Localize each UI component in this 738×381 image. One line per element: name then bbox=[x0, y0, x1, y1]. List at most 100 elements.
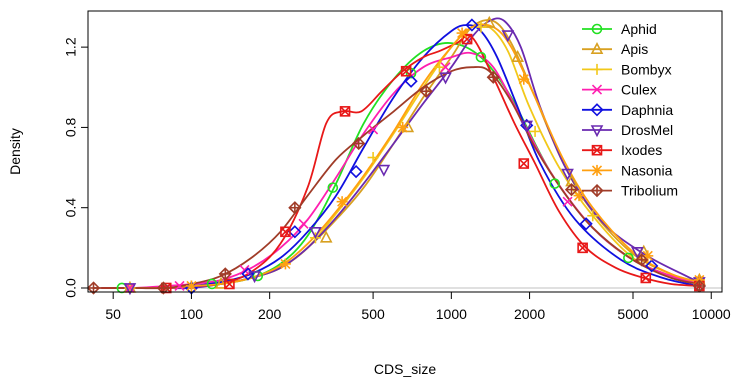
data-point-tribolium bbox=[419, 84, 433, 98]
data-point-bombyx bbox=[475, 21, 487, 33]
data-point-ixodes bbox=[400, 65, 412, 77]
data-point-tribolium bbox=[218, 267, 232, 281]
data-point-apis bbox=[214, 276, 228, 289]
data-point-ixodes bbox=[224, 278, 235, 290]
data-point-culex bbox=[440, 62, 451, 73]
data-point-ixodes bbox=[640, 272, 652, 284]
legend-item-drosmel: DrosMel bbox=[582, 122, 673, 138]
series-layer bbox=[93, 17, 700, 290]
legend-label: DrosMel bbox=[621, 122, 673, 138]
data-point-drosmel bbox=[561, 168, 574, 181]
data-point-nasonia bbox=[185, 280, 197, 292]
data-point-daphnia bbox=[465, 18, 479, 32]
legend-item-daphnia: Daphnia bbox=[582, 102, 673, 118]
data-point-nasonia bbox=[518, 73, 530, 85]
data-point-drosmel bbox=[123, 283, 137, 296]
legend-item-culex: Culex bbox=[582, 82, 657, 98]
data-point-culex bbox=[298, 218, 309, 229]
legend-marker bbox=[591, 84, 603, 95]
data-point-nasonia bbox=[279, 258, 291, 270]
data-point-bombyx bbox=[433, 61, 445, 73]
data-point-culex bbox=[174, 280, 185, 292]
x-tick-label: 50 bbox=[105, 306, 121, 322]
legend-marker bbox=[590, 125, 604, 138]
data-point-daphnia bbox=[404, 74, 418, 88]
legend-label: Nasonia bbox=[621, 162, 673, 178]
legend-item-aphid: Aphid bbox=[582, 21, 657, 37]
data-point-tribolium bbox=[288, 201, 302, 215]
legend-item-nasonia: Nasonia bbox=[582, 162, 673, 178]
data-point-ixodes bbox=[280, 226, 291, 238]
series-line-tribolium bbox=[93, 66, 700, 290]
series-line-ixodes bbox=[101, 34, 700, 290]
legend-marker bbox=[590, 183, 604, 198]
data-point-apis bbox=[482, 15, 496, 28]
x-tick-label: 100 bbox=[180, 306, 204, 322]
legend-label: Ixodes bbox=[621, 142, 662, 158]
data-point-nasonia bbox=[573, 190, 585, 202]
y-tick-label: 0.4 bbox=[63, 198, 79, 218]
legend-item-ixodes: Ixodes bbox=[582, 142, 662, 158]
x-axis: 50 100 200 500 1000 2000 5000 10000 bbox=[105, 292, 731, 322]
data-point-daphnia bbox=[288, 225, 302, 239]
data-point-nasonia bbox=[456, 27, 468, 39]
y-tick-label: 0.0 bbox=[63, 278, 79, 298]
data-point-drosmel bbox=[248, 271, 261, 284]
legend-marker bbox=[590, 103, 604, 117]
data-point-ixodes bbox=[339, 106, 351, 117]
data-point-bombyx bbox=[529, 125, 541, 137]
x-tick-label: 2000 bbox=[514, 306, 545, 322]
legend-item-tribolium: Tribolium bbox=[582, 183, 678, 199]
markers-layer bbox=[86, 15, 706, 296]
y-axis-title: Density bbox=[7, 128, 23, 175]
legend-label: Daphnia bbox=[621, 102, 673, 118]
x-tick-label: 500 bbox=[361, 306, 385, 322]
legend-label: Tribolium bbox=[621, 183, 678, 199]
data-point-aphid bbox=[327, 182, 339, 193]
data-point-culex bbox=[239, 264, 250, 275]
data-point-tribolium bbox=[692, 279, 706, 293]
data-point-culex bbox=[562, 196, 573, 207]
legend-marker bbox=[591, 63, 603, 75]
data-point-daphnia bbox=[645, 259, 659, 273]
data-point-tribolium bbox=[486, 70, 500, 84]
series-line-drosmel bbox=[123, 17, 700, 290]
x-tick-label: 5000 bbox=[617, 306, 648, 322]
data-point-drosmel bbox=[309, 226, 322, 240]
legend-marker bbox=[590, 41, 604, 55]
data-point-drosmel bbox=[439, 72, 452, 85]
data-point-apis bbox=[319, 230, 333, 243]
data-point-bombyx bbox=[367, 152, 379, 164]
x-tick-label: 1000 bbox=[436, 306, 467, 322]
legend-label: Apis bbox=[621, 41, 648, 57]
data-point-aphid bbox=[623, 252, 634, 264]
legend-label: Bombyx bbox=[621, 61, 672, 77]
data-point-culex bbox=[124, 282, 136, 294]
data-point-ixodes bbox=[577, 242, 588, 254]
data-point-daphnia bbox=[349, 164, 363, 179]
legend-marker bbox=[591, 144, 603, 156]
x-tick-label: 200 bbox=[258, 306, 282, 322]
x-axis-title: CDS_size bbox=[374, 361, 436, 377]
legend: Aphid Apis Bombyx Culex Daphnia DrosMel Ixodes… bbox=[582, 21, 678, 199]
data-point-culex bbox=[368, 124, 379, 135]
data-point-tribolium bbox=[635, 253, 649, 267]
data-point-tribolium bbox=[352, 136, 366, 151]
legend-marker bbox=[591, 164, 603, 176]
legend-item-bombyx: Bombyx bbox=[582, 61, 672, 77]
y-tick-label: 1.2 bbox=[63, 37, 79, 57]
data-point-nasonia bbox=[336, 196, 348, 208]
legend-label: Aphid bbox=[621, 21, 657, 37]
data-point-tribolium bbox=[564, 183, 579, 197]
data-point-aphid bbox=[549, 178, 561, 189]
legend-label: Culex bbox=[621, 82, 657, 98]
data-point-aphid bbox=[206, 278, 218, 290]
legend-marker bbox=[591, 23, 603, 35]
data-point-aphid bbox=[475, 51, 487, 63]
data-point-bombyx bbox=[587, 210, 599, 222]
data-point-apis bbox=[511, 49, 525, 62]
legend-item-apis: Apis bbox=[582, 41, 648, 57]
data-point-ixodes bbox=[518, 158, 530, 169]
data-point-drosmel bbox=[501, 30, 515, 43]
